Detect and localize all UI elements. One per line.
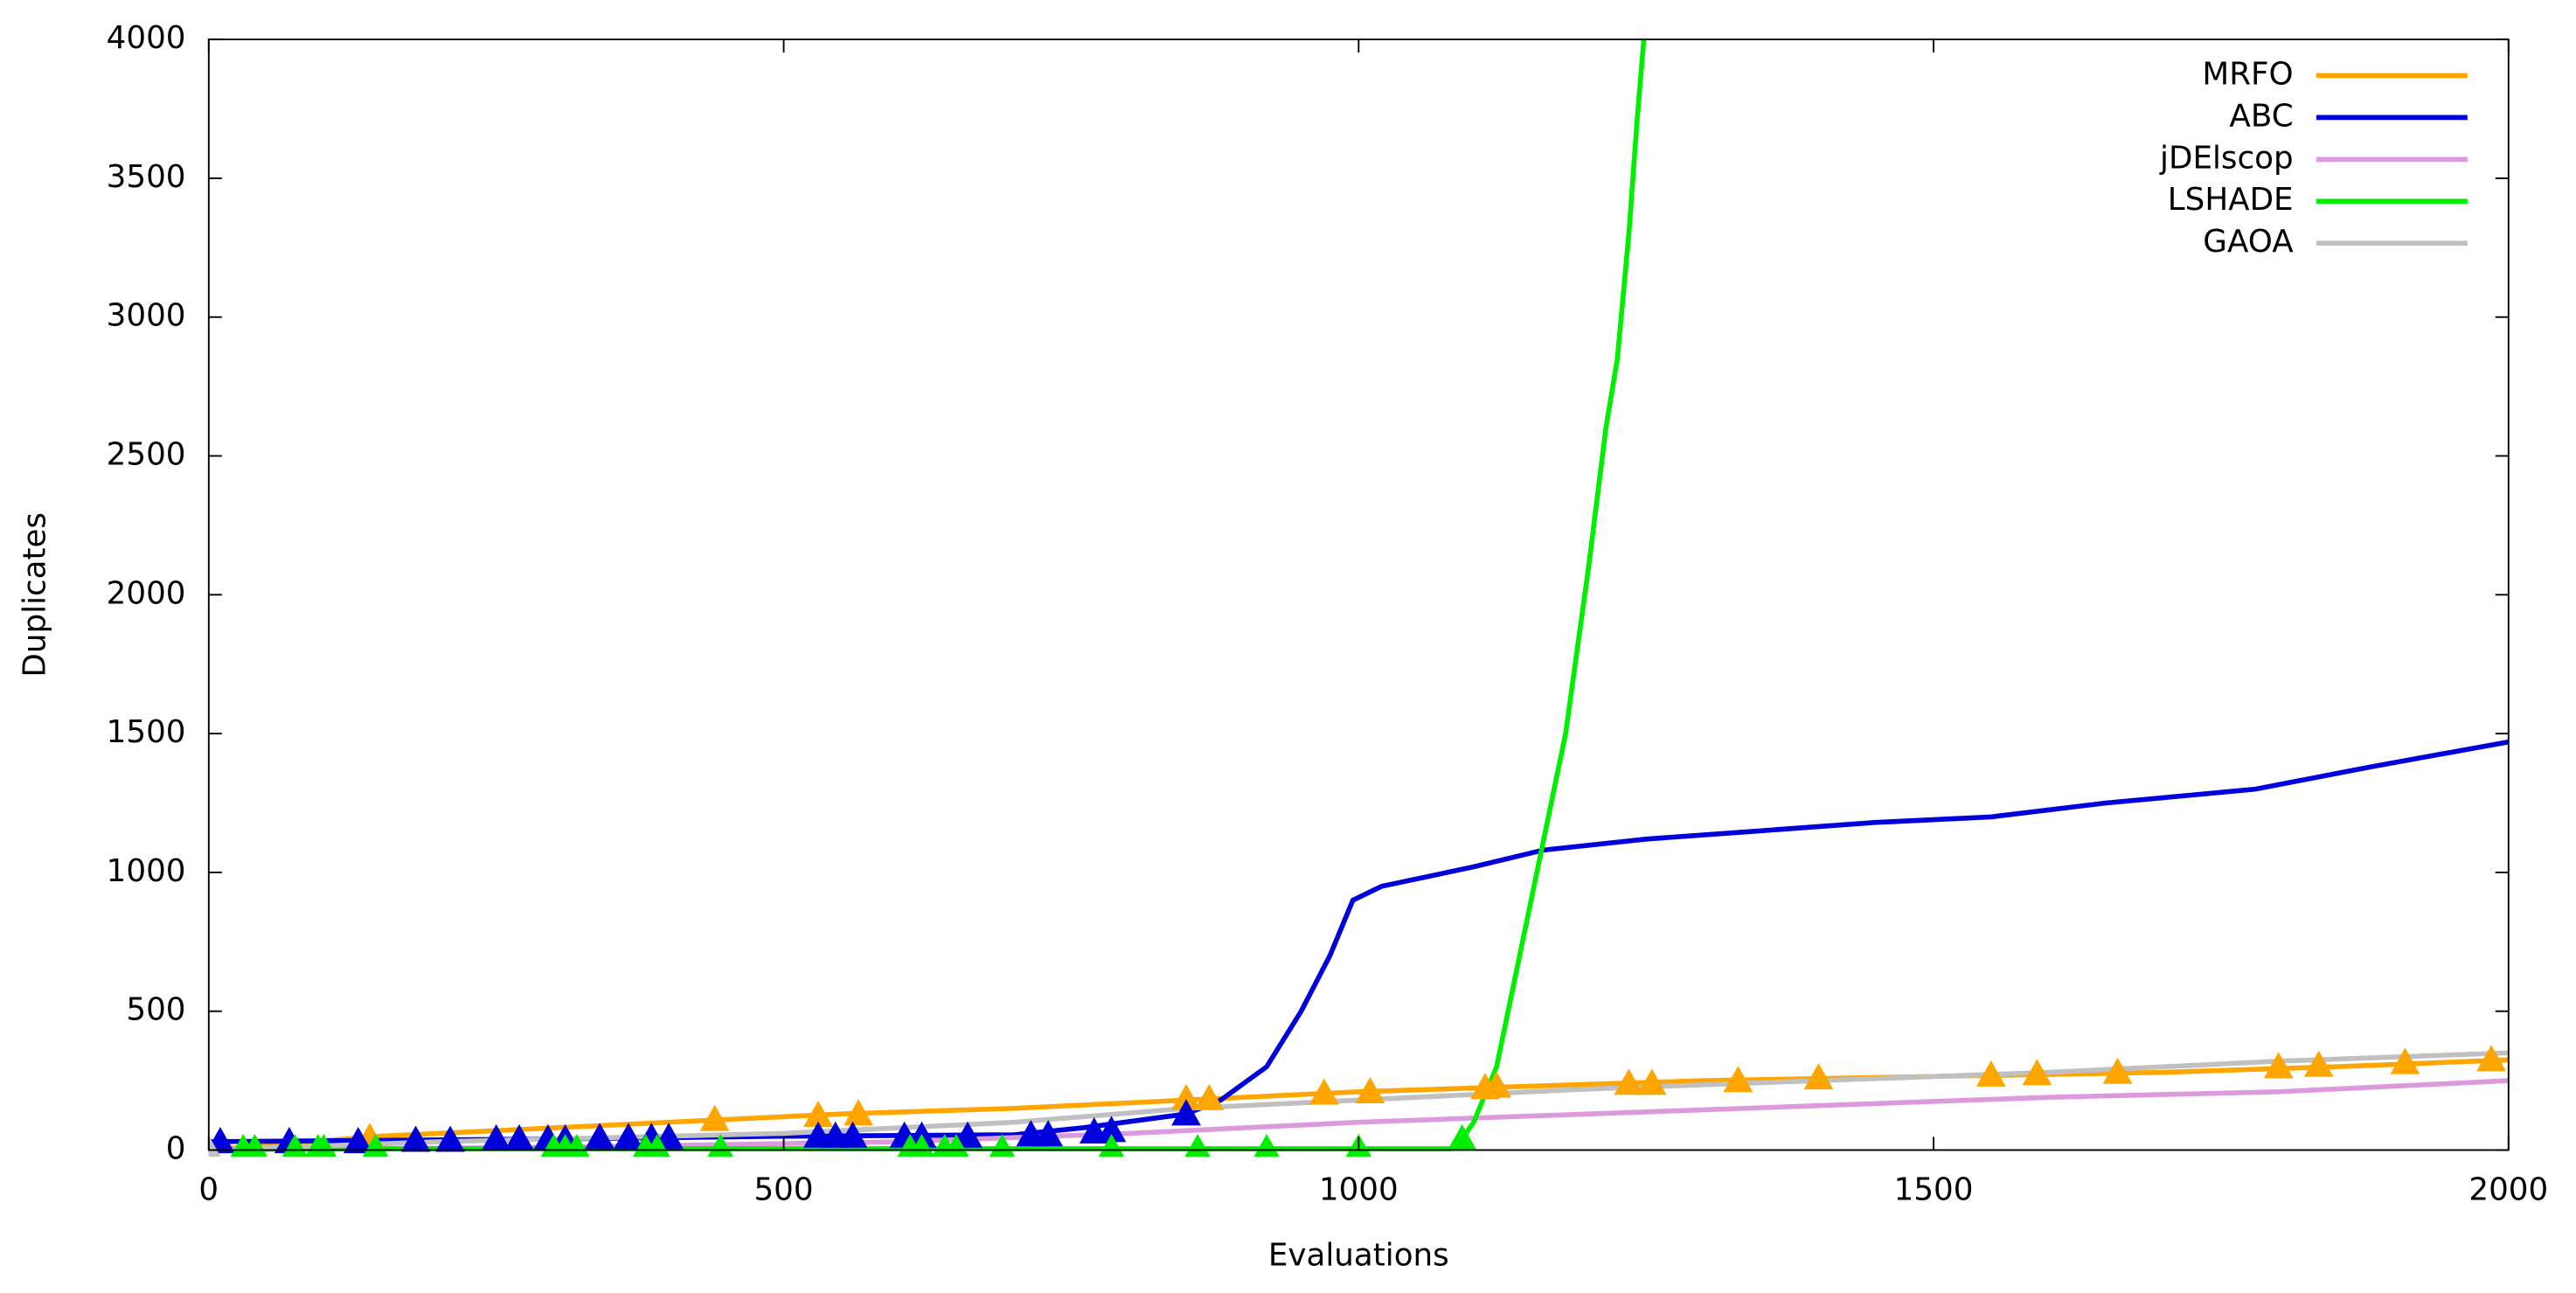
x-tick-label: 1500 [1894, 1171, 1974, 1207]
y-tick-label: 2500 [107, 437, 186, 473]
plot-area [208, 39, 2509, 1157]
marker [1447, 1123, 1477, 1150]
legend-label: LSHADE [2168, 182, 2294, 218]
marker [1184, 1134, 1211, 1157]
marker [310, 1134, 337, 1157]
x-tick-label: 1000 [1319, 1171, 1399, 1207]
marker [1803, 1063, 1834, 1090]
x-tick-label: 500 [753, 1171, 813, 1207]
y-tick-label: 500 [126, 992, 185, 1028]
marker [2476, 1045, 2506, 1072]
x-tick-label: 0 [198, 1171, 219, 1207]
marker [208, 1135, 221, 1157]
marker [564, 1134, 590, 1157]
marker [1098, 1134, 1125, 1157]
marker [953, 1121, 982, 1148]
legend-label: ABC [2229, 98, 2293, 134]
series-line [208, 739, 2509, 1144]
marker [803, 1100, 833, 1127]
x-axis-label: Evaluations [1268, 1238, 1449, 1274]
marker [1171, 1083, 1201, 1110]
marker [208, 1127, 235, 1154]
marker [1096, 1116, 1127, 1143]
marker [2102, 1057, 2133, 1084]
marker [1723, 1066, 1753, 1093]
x-tick-label: 2000 [2468, 1171, 2548, 1207]
marker [1309, 1078, 1339, 1105]
marker [1253, 1134, 1280, 1157]
y-tick-label: 3000 [107, 298, 186, 334]
marker [707, 1134, 733, 1157]
legend-label: MRFO [2202, 56, 2293, 92]
marker [1355, 1076, 1385, 1103]
marker [943, 1134, 969, 1157]
marker [1033, 1120, 1064, 1147]
marker [504, 1123, 534, 1150]
marker [2390, 1047, 2420, 1074]
marker [2303, 1050, 2334, 1077]
marker [614, 1123, 643, 1150]
marker [1636, 1068, 1667, 1095]
legend-label: jDElscop [2159, 140, 2294, 176]
y-tick-label: 0 [166, 1131, 186, 1167]
marker [281, 1134, 309, 1157]
marker [644, 1134, 670, 1157]
y-tick-label: 4000 [107, 20, 186, 56]
marker [481, 1123, 511, 1150]
y-tick-label: 1500 [107, 714, 186, 750]
marker [1614, 1068, 1644, 1095]
series-line [208, 1057, 2509, 1153]
y-tick-label: 3500 [107, 159, 186, 195]
marker [343, 1127, 373, 1154]
marker [1975, 1060, 2006, 1087]
marker [837, 1121, 868, 1148]
marker [585, 1123, 614, 1150]
marker [989, 1134, 1016, 1157]
marker [844, 1099, 873, 1126]
marker [1194, 1083, 1225, 1110]
y-tick-label: 1000 [107, 853, 186, 889]
series-line [208, 39, 1647, 1151]
y-tick-label: 2000 [107, 575, 186, 611]
marker [1171, 1099, 1201, 1126]
marker [400, 1125, 431, 1152]
marker [699, 1104, 730, 1131]
marker [435, 1125, 465, 1152]
marker [362, 1134, 389, 1157]
frame [207, 38, 2510, 1151]
marker [2022, 1059, 2052, 1086]
marker [908, 1134, 935, 1157]
marker [1482, 1071, 1512, 1098]
y-axis-label: Duplicates [17, 512, 52, 678]
marker [2263, 1052, 2294, 1079]
marker [241, 1134, 268, 1157]
legend-label: GAOA [2203, 224, 2294, 260]
